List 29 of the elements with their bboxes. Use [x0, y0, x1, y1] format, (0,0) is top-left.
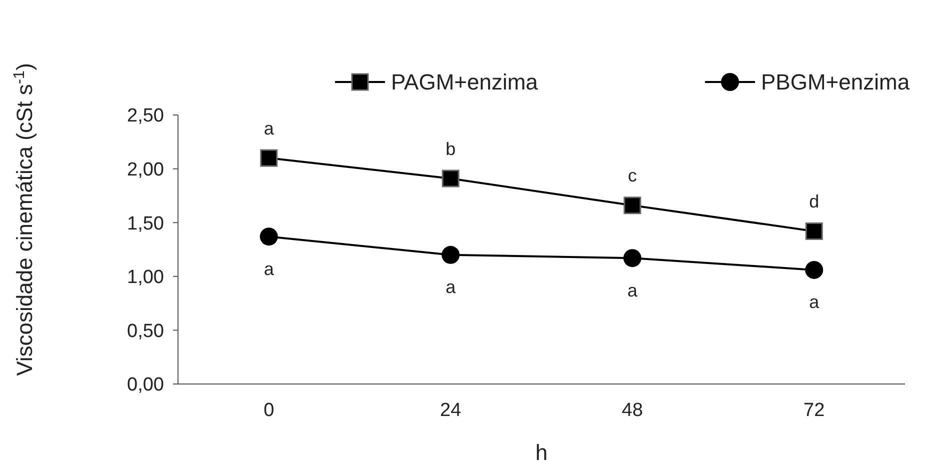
- annotation: a: [264, 118, 275, 138]
- x-tick-label: 24: [440, 400, 462, 421]
- annotation: b: [446, 138, 456, 159]
- x-tick-label: 72: [804, 400, 825, 421]
- y-tick-label: 2,50: [127, 106, 164, 127]
- y-tick-label: 2,00: [127, 159, 164, 180]
- point: [623, 249, 642, 268]
- legend-label: PBGM+enzima: [761, 70, 910, 95]
- annotation: a: [627, 280, 638, 300]
- legend-label: PAGM+enzima: [391, 70, 539, 95]
- x-tick-label: 48: [622, 400, 643, 421]
- point: [260, 149, 278, 167]
- annotation: a: [446, 277, 457, 298]
- annotation: d: [809, 192, 820, 212]
- point: [442, 170, 460, 188]
- point: [624, 196, 642, 214]
- x-axis-title: h: [535, 440, 548, 465]
- point: [805, 222, 823, 240]
- annotation: a: [264, 258, 275, 279]
- annotation: a: [809, 292, 820, 312]
- y-tick-label: 1,00: [127, 267, 164, 288]
- x-tick-label: 0: [264, 400, 274, 421]
- point: [805, 260, 824, 279]
- point: [442, 246, 460, 264]
- y-tick-label: 1,50: [127, 213, 164, 234]
- y-tick-label: 0,00: [127, 374, 164, 396]
- annotation: c: [628, 166, 637, 186]
- y-tick-label: 0,50: [127, 320, 164, 342]
- point: [260, 228, 278, 246]
